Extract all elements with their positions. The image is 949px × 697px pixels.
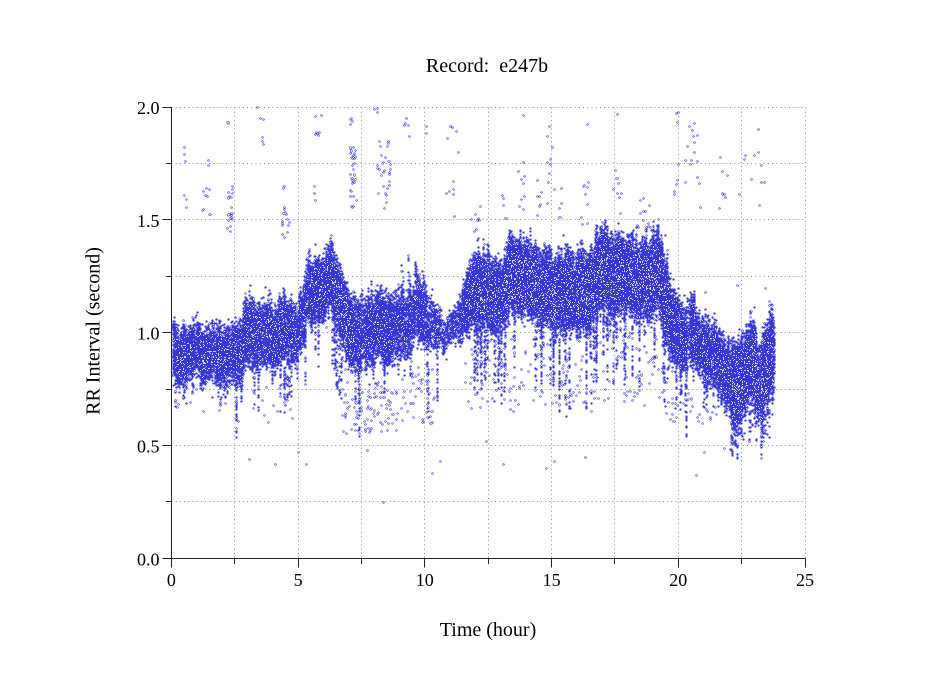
- svg-text:1.5: 1.5: [137, 211, 160, 231]
- svg-text:20: 20: [669, 570, 687, 590]
- svg-text:Time (hour): Time (hour): [440, 619, 536, 641]
- svg-text:Record: e247b: Record: e247b: [426, 55, 548, 77]
- svg-text:5: 5: [294, 570, 303, 590]
- svg-text:0: 0: [167, 570, 176, 590]
- svg-text:0.5: 0.5: [137, 436, 160, 456]
- svg-text:25: 25: [796, 570, 814, 590]
- svg-text:RR Interval (second): RR Interval (second): [83, 247, 105, 415]
- svg-text:15: 15: [543, 570, 561, 590]
- svg-text:2.0: 2.0: [137, 98, 160, 118]
- svg-text:10: 10: [416, 570, 434, 590]
- svg-text:1.0: 1.0: [137, 324, 160, 344]
- svg-text:0.0: 0.0: [137, 549, 160, 569]
